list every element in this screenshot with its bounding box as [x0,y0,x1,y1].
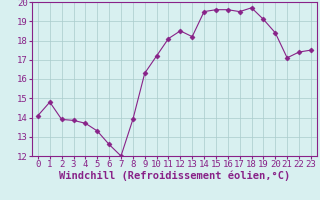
X-axis label: Windchill (Refroidissement éolien,°C): Windchill (Refroidissement éolien,°C) [59,171,290,181]
